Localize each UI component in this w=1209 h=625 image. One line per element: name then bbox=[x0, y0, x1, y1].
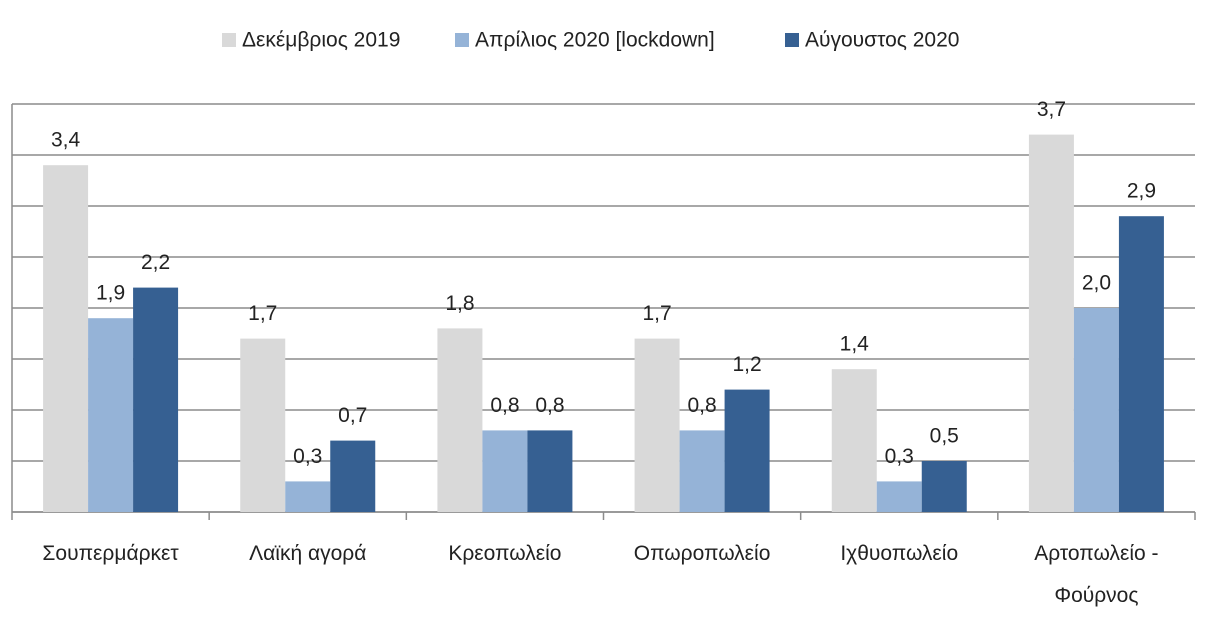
data-label: 2,2 bbox=[141, 251, 170, 274]
bar bbox=[240, 338, 286, 512]
bar bbox=[437, 328, 483, 512]
bar bbox=[482, 430, 528, 512]
bar bbox=[921, 461, 967, 512]
legend-swatch bbox=[222, 33, 236, 47]
data-label: 1,8 bbox=[445, 292, 474, 315]
bar bbox=[43, 165, 89, 512]
bar bbox=[88, 318, 134, 512]
bar bbox=[634, 338, 680, 512]
data-label: 0,8 bbox=[687, 394, 716, 417]
x-tick-label: Λαϊκή αγορά bbox=[249, 542, 367, 565]
bar bbox=[724, 389, 770, 512]
x-tick-label: Σουπερμάρκετ bbox=[42, 542, 179, 565]
bar bbox=[876, 481, 922, 512]
bar bbox=[1118, 216, 1164, 512]
bar bbox=[285, 481, 331, 512]
data-label: 0,7 bbox=[338, 404, 367, 427]
bar bbox=[330, 440, 376, 512]
data-label: 3,4 bbox=[51, 129, 81, 152]
data-label: 3,7 bbox=[1037, 98, 1066, 121]
bar bbox=[679, 430, 725, 512]
x-tick-label: Οπωροπωλείο bbox=[633, 542, 771, 565]
x-tick-label: Ιχθυοπωλείο bbox=[840, 542, 959, 565]
bar bbox=[527, 430, 573, 512]
legend-label: Αύγουστος 2020 bbox=[805, 29, 959, 52]
data-label: 1,7 bbox=[248, 302, 277, 325]
data-label: 0,8 bbox=[535, 394, 564, 417]
legend-label: Δεκέμβριος 2019 bbox=[242, 29, 400, 52]
x-tick-label: Κρεοπωλείο bbox=[448, 542, 562, 565]
bar bbox=[831, 369, 877, 512]
legend-swatch bbox=[785, 33, 799, 47]
legend-swatch bbox=[455, 33, 469, 47]
data-label: 0,3 bbox=[885, 445, 914, 468]
bar bbox=[1073, 308, 1119, 512]
data-label: 0,5 bbox=[930, 425, 959, 448]
bar bbox=[1028, 134, 1074, 512]
data-label: 2,0 bbox=[1082, 272, 1111, 295]
data-label: 1,7 bbox=[642, 302, 671, 325]
data-label: 1,2 bbox=[732, 353, 761, 376]
x-tick-label: Αρτοπωλείο - Φούρνος bbox=[1034, 542, 1159, 607]
legend-label: Απρίλιος 2020 [lockdown] bbox=[475, 29, 715, 52]
data-label: 2,9 bbox=[1127, 180, 1156, 203]
data-label: 1,4 bbox=[840, 333, 870, 356]
data-label: 0,8 bbox=[490, 394, 519, 417]
data-label: 1,9 bbox=[96, 282, 125, 305]
data-label: 0,3 bbox=[293, 445, 322, 468]
bar bbox=[133, 287, 179, 512]
